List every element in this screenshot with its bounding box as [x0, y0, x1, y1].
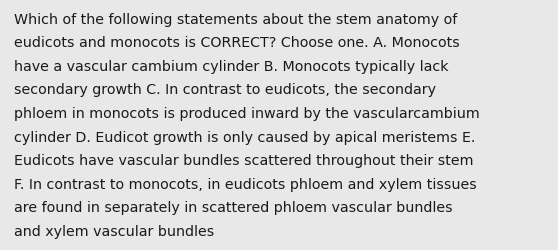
Text: phloem in monocots is produced inward by the vascularcambium: phloem in monocots is produced inward by…	[14, 106, 480, 120]
Text: Which of the following statements about the stem anatomy of: Which of the following statements about …	[14, 12, 457, 26]
Text: secondary growth C. In contrast to eudicots, the secondary: secondary growth C. In contrast to eudic…	[14, 83, 436, 97]
Text: and xylem vascular bundles: and xylem vascular bundles	[14, 224, 214, 238]
Text: Eudicots have vascular bundles scattered throughout their stem: Eudicots have vascular bundles scattered…	[14, 154, 473, 168]
Text: F. In contrast to monocots, in eudicots phloem and xylem tissues: F. In contrast to monocots, in eudicots …	[14, 177, 477, 191]
Text: eudicots and monocots is CORRECT? Choose one. A. Monocots: eudicots and monocots is CORRECT? Choose…	[14, 36, 460, 50]
Text: have a vascular cambium cylinder B. Monocots typically lack: have a vascular cambium cylinder B. Mono…	[14, 60, 449, 74]
Text: cylinder D. Eudicot growth is only caused by apical meristems E.: cylinder D. Eudicot growth is only cause…	[14, 130, 475, 144]
Text: are found in separately in scattered phloem vascular bundles: are found in separately in scattered phl…	[14, 200, 453, 214]
